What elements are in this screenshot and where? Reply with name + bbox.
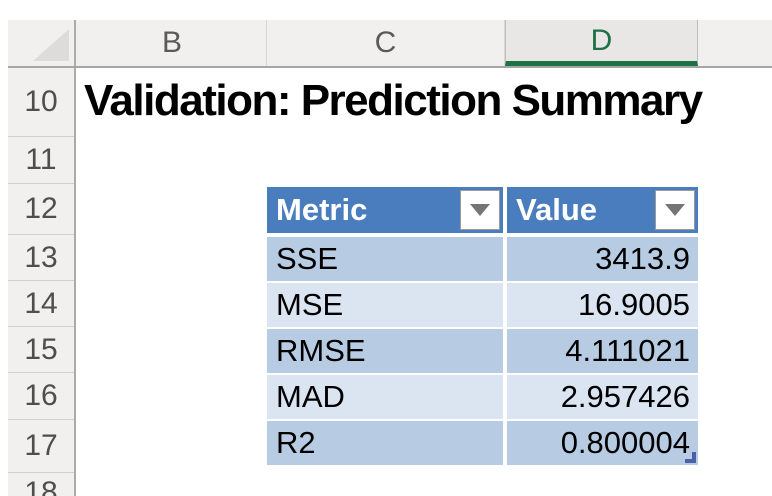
table-row: RMSE 4.111021 bbox=[267, 329, 698, 373]
table-row: MAD 2.957426 bbox=[267, 375, 698, 419]
metric-cell-r2[interactable]: R2 bbox=[267, 421, 503, 465]
value-cell-r2[interactable]: 0.800004 bbox=[507, 421, 698, 465]
row-header-13[interactable]: 13 bbox=[8, 235, 74, 281]
metric-cell-mad[interactable]: MAD bbox=[267, 375, 503, 419]
table-header-value-label: Value bbox=[516, 192, 597, 227]
row-header-strip: 10 11 12 13 14 15 16 17 18 bbox=[8, 68, 76, 496]
select-all-corner[interactable] bbox=[8, 20, 76, 66]
value-cell-mse[interactable]: 16.9005 bbox=[507, 283, 698, 327]
filter-dropdown-icon bbox=[665, 204, 685, 216]
table-header-value[interactable]: Value bbox=[507, 187, 698, 233]
metric-cell-rmse[interactable]: RMSE bbox=[267, 329, 503, 373]
metric-cell-sse[interactable]: SSE bbox=[267, 237, 503, 281]
metric-cell-mse[interactable]: MSE bbox=[267, 283, 503, 327]
value-cell-rmse[interactable]: 4.111021 bbox=[507, 329, 698, 373]
table-row: R2 0.800004 bbox=[267, 421, 698, 465]
table-row: MSE 16.9005 bbox=[267, 283, 698, 327]
value-cell-mad[interactable]: 2.957426 bbox=[507, 375, 698, 419]
metrics-table: Metric Value SSE 3413.9 MSE 16.9005 RMSE… bbox=[267, 187, 698, 465]
row-header-15[interactable]: 15 bbox=[8, 327, 74, 373]
column-header-e-partial[interactable] bbox=[698, 20, 772, 66]
table-row: SSE 3413.9 bbox=[267, 237, 698, 281]
table-header-metric[interactable]: Metric bbox=[267, 187, 503, 233]
value-cell-sse[interactable]: 3413.9 bbox=[507, 237, 698, 281]
column-header-c[interactable]: C bbox=[267, 20, 505, 66]
table-header-metric-label: Metric bbox=[276, 192, 368, 227]
column-header-b[interactable]: B bbox=[78, 20, 267, 66]
row-header-10[interactable]: 10 bbox=[8, 68, 74, 137]
select-all-triangle-icon bbox=[33, 29, 69, 61]
row-header-18[interactable]: 18 bbox=[8, 473, 74, 496]
filter-dropdown-icon bbox=[470, 204, 490, 216]
row-header-16[interactable]: 16 bbox=[8, 373, 74, 420]
table-resize-handle[interactable] bbox=[685, 452, 696, 463]
column-header-d-selected[interactable]: D bbox=[505, 20, 698, 66]
row-header-12[interactable]: 12 bbox=[8, 184, 74, 235]
metric-filter-button[interactable] bbox=[460, 190, 500, 230]
row-header-14[interactable]: 14 bbox=[8, 281, 74, 327]
column-header-strip: B C D bbox=[8, 20, 772, 68]
value-filter-button[interactable] bbox=[655, 190, 695, 230]
row-header-17[interactable]: 17 bbox=[8, 420, 74, 473]
sheet-title-cell[interactable]: Validation: Prediction Summary bbox=[84, 76, 703, 125]
row-header-11[interactable]: 11 bbox=[8, 137, 74, 184]
